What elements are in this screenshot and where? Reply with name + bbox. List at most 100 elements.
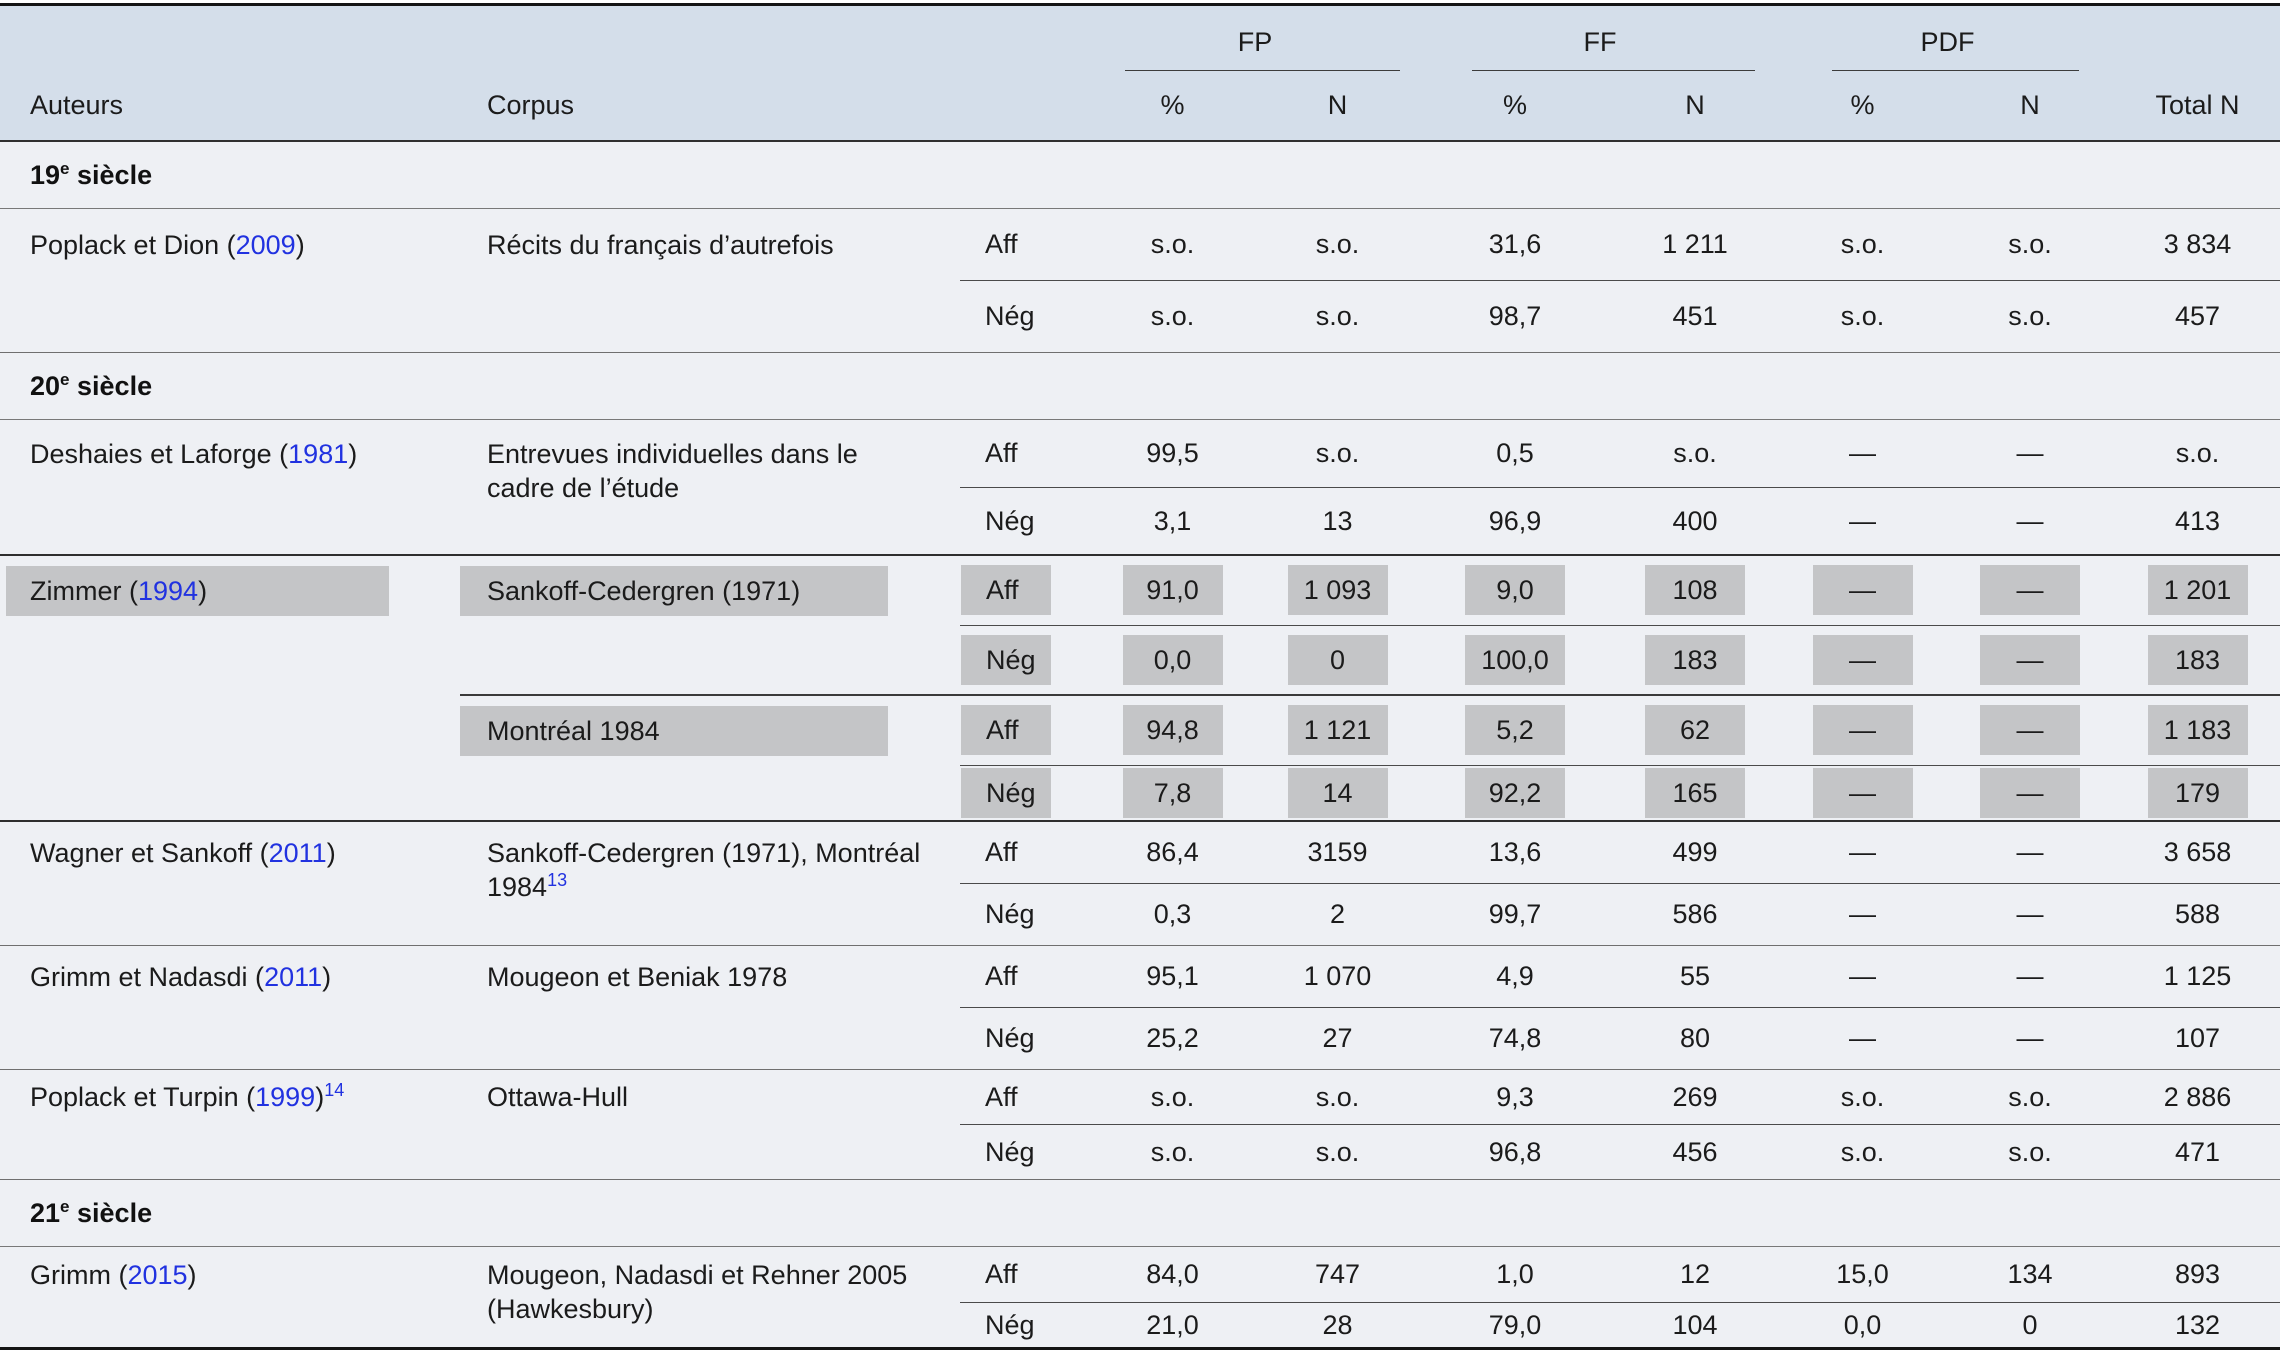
polarity-label: Aff bbox=[960, 945, 1090, 1008]
corpus-cell: Sankoff-Cedergren (1971), Montréal 19841… bbox=[460, 821, 960, 946]
cell-fp-n: s.o. bbox=[1255, 1069, 1420, 1125]
cell-ff-pct: 96,9 bbox=[1420, 487, 1610, 556]
cell-pdf-pct: s.o. bbox=[1780, 1069, 1945, 1125]
group-fp-label: FP bbox=[1237, 26, 1273, 57]
highlight-box: 0 bbox=[1287, 634, 1388, 685]
cell-ff-n: 499 bbox=[1610, 821, 1780, 884]
cell-fp-pct: 0,3 bbox=[1090, 883, 1255, 946]
cell-pdf-n: 0 bbox=[1945, 1302, 2115, 1350]
cell-fp-n: s.o. bbox=[1255, 280, 1420, 353]
results-table: FP FF PDF Auteurs Corpus % N % N % N Tot… bbox=[0, 3, 2280, 1350]
section-num: 20 bbox=[30, 370, 61, 401]
section-num: 19 bbox=[30, 159, 61, 190]
corpus-text: Sankoff-Cedergren (1971) bbox=[487, 576, 801, 606]
highlight-box: — bbox=[1980, 705, 2080, 756]
citation-link-1981[interactable]: 1981 bbox=[288, 438, 349, 469]
section-21e: 21e siècle bbox=[0, 1179, 2280, 1247]
table-row: Nég 3,1 13 96,9 400 — — 413 bbox=[0, 487, 2280, 556]
footnote-link-14[interactable]: 14 bbox=[324, 1079, 345, 1100]
cell-pdf-n: — bbox=[1945, 555, 2115, 626]
author-cell: Poplack et Dion (2009) bbox=[0, 208, 460, 353]
highlight-box: Zimmer (1994) bbox=[6, 566, 389, 616]
cell-pdf-n: s.o. bbox=[1945, 280, 2115, 353]
group-ff: FF bbox=[1420, 4, 1780, 71]
cell-fp-pct: 91,0 bbox=[1090, 555, 1255, 626]
cell-total-n: 457 bbox=[2115, 280, 2280, 353]
cell-ff-pct: 96,8 bbox=[1420, 1124, 1610, 1180]
cell-pdf-n: 134 bbox=[1945, 1246, 2115, 1303]
citation-link-1994[interactable]: 1994 bbox=[137, 576, 199, 606]
cell-fp-n: 2 bbox=[1255, 883, 1420, 946]
cell-pdf-pct: — bbox=[1780, 419, 1945, 488]
cell-ff-n: 108 bbox=[1610, 555, 1780, 626]
cell-fp-pct: 0,0 bbox=[1090, 625, 1255, 696]
corpus-text: Entrevues individuelles dans le cadre de… bbox=[487, 438, 858, 503]
cell-fp-n: 27 bbox=[1255, 1007, 1420, 1070]
cell-total-n: 3 658 bbox=[2115, 821, 2280, 884]
cell-ff-n: 586 bbox=[1610, 883, 1780, 946]
polarity-label: Aff bbox=[960, 419, 1090, 488]
cell-fp-pct: 7,8 bbox=[1090, 765, 1255, 822]
author-cell: Grimm (2015) bbox=[0, 1246, 460, 1350]
highlight-box: Aff bbox=[961, 565, 1051, 616]
cell-fp-n: 3159 bbox=[1255, 821, 1420, 884]
cell-fp-pct: s.o. bbox=[1090, 1124, 1255, 1180]
col-header-auteurs: Auteurs bbox=[0, 70, 460, 142]
citation-link-1999[interactable]: 1999 bbox=[255, 1081, 316, 1112]
highlight-box: 1 121 bbox=[1287, 705, 1388, 756]
table-row-highlighted: Montréal 1984 Aff 94,8 1 121 5,2 62 — — … bbox=[0, 695, 2280, 822]
cell-ff-n: 165 bbox=[1610, 765, 1780, 822]
highlight-box: Montréal 1984 bbox=[460, 706, 888, 756]
polarity-label: Nég bbox=[960, 1302, 1090, 1350]
table-row: Wagner et Sankoff (2011) Sankoff-Cedergr… bbox=[0, 821, 2280, 946]
cell-ff-n: 80 bbox=[1610, 1007, 1780, 1070]
cell-ff-pct: 31,6 bbox=[1420, 208, 1610, 281]
group-fp: FP bbox=[1090, 4, 1420, 71]
polarity-label: Aff bbox=[960, 208, 1090, 281]
author-text: Wagner et Sankoff ( bbox=[30, 838, 269, 868]
col-header-fp-pct: % bbox=[1090, 70, 1255, 142]
table-row: Grimm (2015) Mougeon, Nadasdi et Rehner … bbox=[0, 1246, 2280, 1350]
cell-pdf-n: s.o. bbox=[1945, 1124, 2115, 1180]
author-text: Poplack et Turpin ( bbox=[30, 1081, 256, 1112]
citation-link-2009[interactable]: 2009 bbox=[235, 229, 296, 260]
section-row: 20e siècle bbox=[0, 352, 2280, 420]
cell-ff-n: 456 bbox=[1610, 1124, 1780, 1180]
table-row-highlighted: Zimmer (1994) Sankoff-Cedergren (1971) A… bbox=[0, 555, 2280, 822]
cell-total-n: 893 bbox=[2115, 1246, 2280, 1303]
cell-ff-pct: 9,0 bbox=[1420, 555, 1610, 626]
cell-ff-pct: 79,0 bbox=[1420, 1302, 1610, 1350]
cell-pdf-n: — bbox=[1945, 419, 2115, 488]
footnote-link-13[interactable]: 13 bbox=[547, 870, 568, 890]
cell-pdf-pct: — bbox=[1780, 765, 1945, 822]
highlight-box: 1 201 bbox=[2147, 565, 2248, 616]
citation-link-2011b[interactable]: 2011 bbox=[264, 961, 323, 992]
author-cell: Grimm et Nadasdi (2011) bbox=[0, 945, 460, 1070]
cell-ff-n: 269 bbox=[1610, 1069, 1780, 1125]
cell-fp-pct: 94,8 bbox=[1090, 695, 1255, 766]
corpus-cell: Entrevues individuelles dans le cadre de… bbox=[460, 419, 960, 556]
cell-total-n: 471 bbox=[2115, 1124, 2280, 1180]
cell-total-n: 588 bbox=[2115, 883, 2280, 946]
cell-fp-n: 13 bbox=[1255, 487, 1420, 556]
author-text: ) bbox=[198, 576, 208, 606]
cell-pdf-pct: — bbox=[1780, 1007, 1945, 1070]
highlight-box: Nég bbox=[961, 767, 1051, 818]
citation-link-2015[interactable]: 2015 bbox=[127, 1259, 188, 1290]
col-header-fp-n: N bbox=[1255, 70, 1420, 142]
cell-ff-n: s.o. bbox=[1610, 419, 1780, 488]
author-cell: Zimmer (1994) bbox=[0, 555, 460, 822]
highlight-box: 183 bbox=[2147, 634, 2248, 685]
citation-link-2011[interactable]: 2011 bbox=[268, 838, 327, 868]
highlight-box: 91,0 bbox=[1122, 565, 1223, 616]
highlight-box: 1 183 bbox=[2147, 705, 2248, 756]
footnote-ref: 14 bbox=[324, 1080, 344, 1100]
highlight-box: 100,0 bbox=[1465, 634, 1565, 685]
polarity-label: Nég bbox=[960, 280, 1090, 353]
author-cell: Deshaies et Laforge (1981) bbox=[0, 419, 460, 556]
cell-total-n: s.o. bbox=[2115, 419, 2280, 488]
highlight-box: — bbox=[1812, 767, 1913, 818]
cell-total-n: 183 bbox=[2115, 625, 2280, 696]
table-row: Deshaies et Laforge (1981) Entrevues ind… bbox=[0, 419, 2280, 556]
